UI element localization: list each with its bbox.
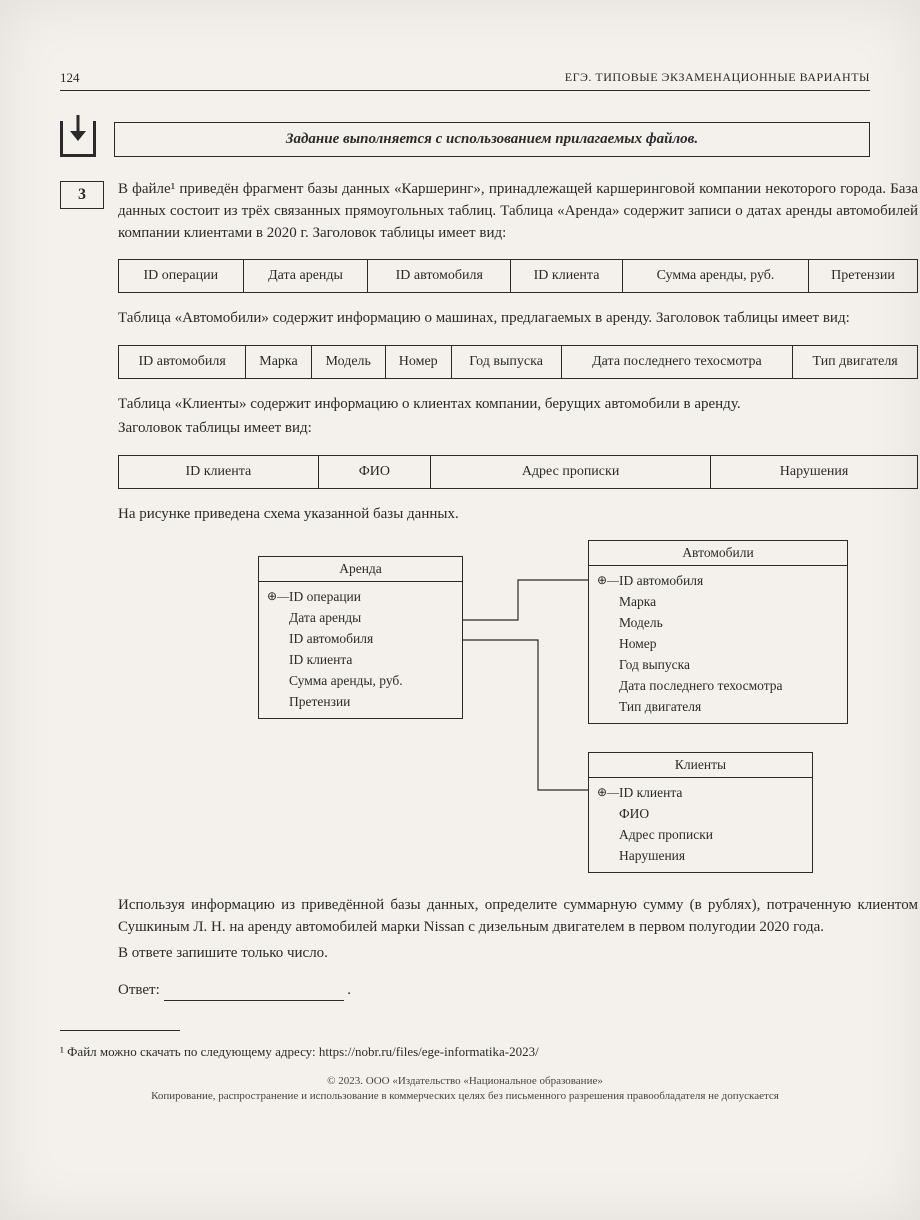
copyright-line-2: Копирование, распространение и использов… [60, 1089, 870, 1103]
paragraph-5: Используя информацию из приведённой базы… [118, 895, 918, 939]
th: Марка [246, 346, 311, 379]
th: ID клиента [119, 455, 319, 488]
entity-field: ID автомобиля [269, 628, 452, 649]
copyright-line-1: © 2023. ООО «Издательство «Национальное … [60, 1074, 870, 1088]
entity-field: Модель [599, 612, 837, 633]
th: Номер [385, 346, 451, 379]
entity-field: Дата последнего техосмотра [599, 675, 837, 696]
entity-auto: Автомобили ID автомобиля Марка Модель Но… [588, 540, 848, 724]
th: ID клиента [511, 260, 623, 293]
page-header: 124 ЕГЭ. ТИПОВЫЕ ЭКЗАМЕНАЦИОННЫЕ ВАРИАНТ… [60, 70, 870, 91]
entity-field: Нарушения [599, 845, 802, 866]
page-number: 124 [60, 70, 80, 86]
th: ФИО [318, 455, 430, 488]
exam-page: 124 ЕГЭ. ТИПОВЫЕ ЭКЗАМЕНАЦИОННЫЕ ВАРИАНТ… [0, 0, 920, 1220]
entity-title: Аренда [259, 557, 462, 582]
entity-field: Тип двигателя [599, 696, 837, 717]
table-clients-header: ID клиента ФИО Адрес прописки Нарушения [118, 455, 918, 489]
th: Адрес прописки [430, 455, 710, 488]
footnote: ¹ Файл можно скачать по следующему адрес… [60, 1044, 870, 1060]
entity-field: ID автомобиля [599, 570, 837, 591]
th: Год выпуска [451, 346, 561, 379]
entity-title: Клиенты [589, 753, 812, 778]
entity-arenda: Аренда ID операции Дата аренды ID автомо… [258, 556, 463, 719]
answer-blank[interactable] [164, 987, 344, 1001]
download-icon [60, 121, 96, 157]
entity-field: Претензии [269, 691, 452, 712]
entity-field: Марка [599, 591, 837, 612]
th: Тип двигателя [793, 346, 918, 379]
instruction-banner: Задание выполняется с использованием при… [114, 122, 870, 157]
table-auto-header: ID автомобиля Марка Модель Номер Год вып… [118, 345, 918, 379]
paragraph-3b: Заголовок таблицы имеет вид: [118, 418, 918, 440]
question-number: 3 [60, 181, 104, 209]
entity-field: Номер [599, 633, 837, 654]
banner-row: Задание выполняется с использованием при… [60, 121, 870, 157]
th: Сумма аренды, руб. [623, 260, 809, 293]
th: ID операции [119, 260, 244, 293]
header-title: ЕГЭ. ТИПОВЫЕ ЭКЗАМЕНАЦИОННЫЕ ВАРИАНТЫ [565, 70, 870, 86]
entity-field: ID клиента [269, 649, 452, 670]
th: Модель [311, 346, 385, 379]
paragraph-4: На рисунке приведена схема указанной баз… [118, 504, 918, 526]
entity-field: Дата аренды [269, 607, 452, 628]
entity-field: ID клиента [599, 782, 802, 803]
entity-title: Автомобили [589, 541, 847, 566]
footnote-separator [60, 1030, 180, 1031]
paragraph-6: В ответе запишите только число. [118, 943, 918, 965]
paragraph-1: В файле¹ приведён фрагмент базы данных «… [118, 179, 918, 244]
th: Дата последнего техосмотра [561, 346, 793, 379]
question-block: 3 В файле¹ приведён фрагмент базы данных… [60, 179, 870, 1016]
paragraph-2: Таблица «Автомобили» содержит информацию… [118, 308, 918, 330]
entity-field: Сумма аренды, руб. [269, 670, 452, 691]
entity-field: Адрес прописки [599, 824, 802, 845]
entity-field: Год выпуска [599, 654, 837, 675]
entity-field: ФИО [599, 803, 802, 824]
th: Дата аренды [243, 260, 368, 293]
entity-field: ID операции [269, 586, 452, 607]
answer-row: Ответ: . [118, 980, 918, 1002]
db-schema-diagram: Аренда ID операции Дата аренды ID автомо… [158, 540, 918, 880]
copyright-block: © 2023. ООО «Издательство «Национальное … [60, 1074, 870, 1103]
entity-clients: Клиенты ID клиента ФИО Адрес прописки На… [588, 752, 813, 873]
th: ID автомобиля [368, 260, 511, 293]
th: Нарушения [711, 455, 918, 488]
th: ID автомобиля [119, 346, 246, 379]
th: Претензии [808, 260, 917, 293]
paragraph-3a: Таблица «Клиенты» содержит информацию о … [118, 394, 918, 416]
answer-label: Ответ: [118, 982, 160, 998]
table-arenda-header: ID операции Дата аренды ID автомобиля ID… [118, 259, 918, 293]
